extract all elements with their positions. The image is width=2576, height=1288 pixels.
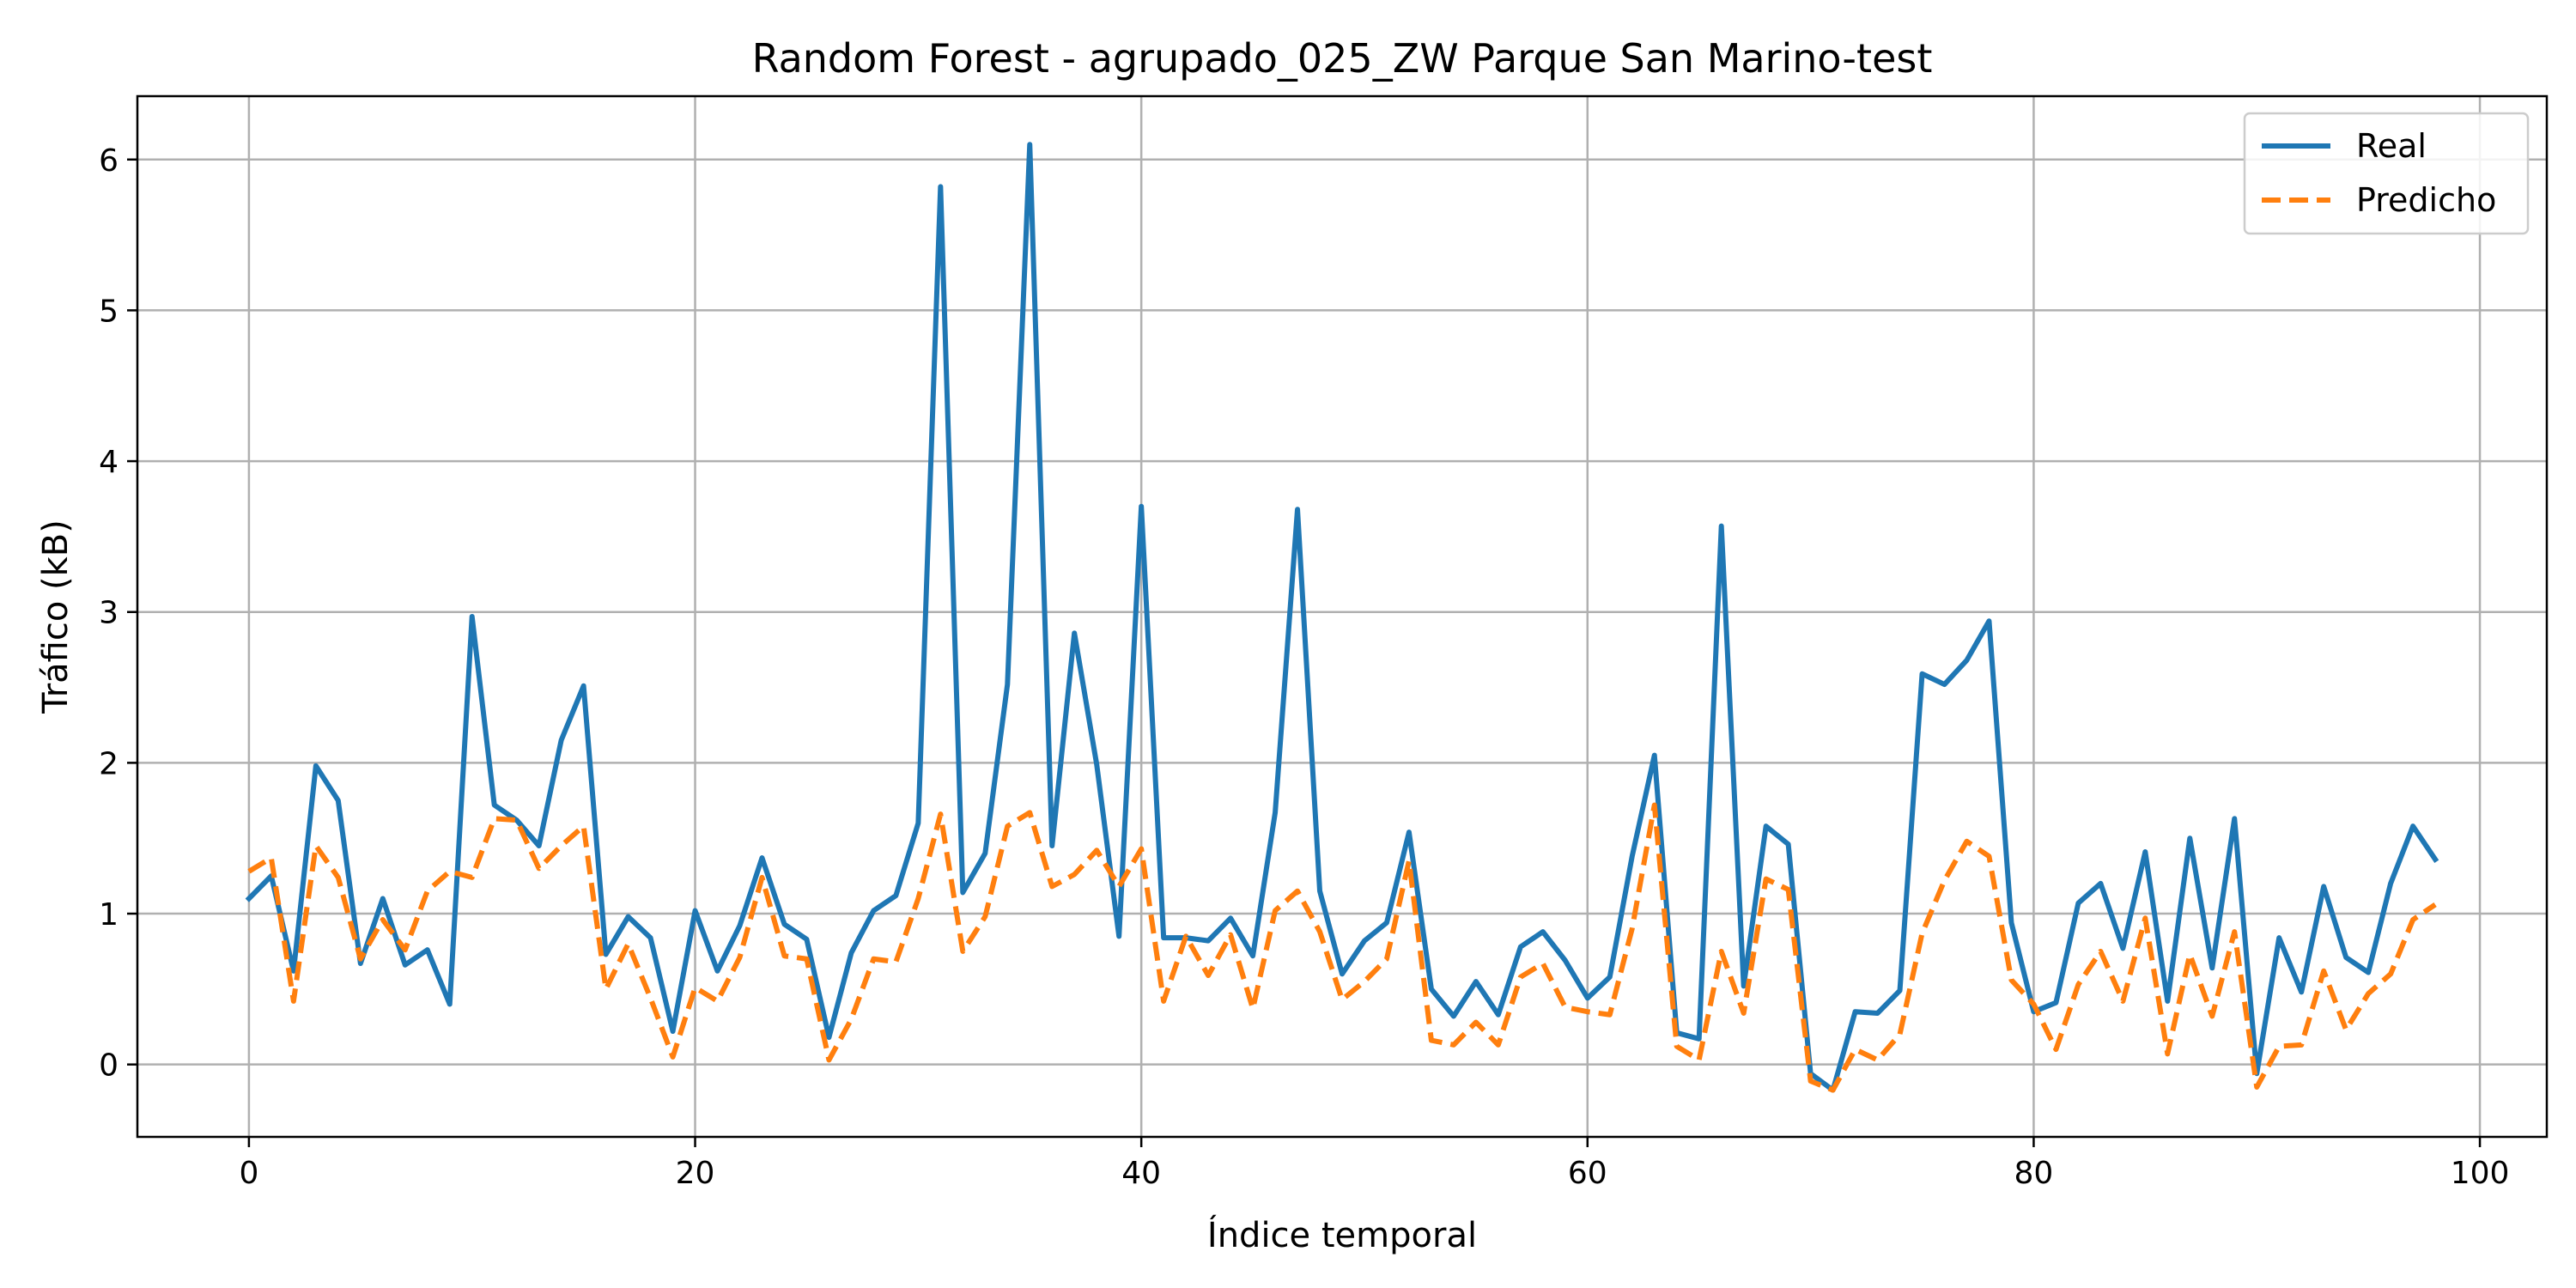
plot-frame	[136, 94, 2549, 1139]
x-axis-title: Índice temporal	[1207, 1214, 1477, 1255]
y-tick-label: 6	[99, 143, 118, 179]
x-tick-label: 0	[239, 1156, 258, 1191]
x-tick-label: 60	[1568, 1156, 1607, 1191]
chart-title: Random Forest - agrupado_025_ZW Parque S…	[752, 35, 1933, 82]
axes-ticks: 0 20 40 60 80 100 0 1 2 3 4 5 6	[99, 143, 2509, 1191]
legend-label-predicho: Predicho	[2356, 181, 2496, 219]
x-tick-label: 80	[2014, 1156, 2054, 1191]
y-axis-title: Tráfico (kB)	[36, 519, 76, 714]
legend: Real Predicho	[2243, 112, 2530, 235]
y-tick-label: 3	[99, 596, 118, 631]
x-tick-label: 40	[1121, 1156, 1161, 1191]
grid	[137, 96, 2547, 1137]
y-tick-label: 2	[99, 746, 118, 781]
x-tick-label: 20	[676, 1156, 715, 1191]
y-tick-label: 0	[99, 1048, 118, 1084]
y-tick-label: 4	[99, 445, 118, 480]
x-tick-label: 100	[2451, 1156, 2510, 1191]
y-tick-label: 1	[99, 897, 118, 933]
legend-label-real: Real	[2356, 127, 2427, 165]
series-line-real	[245, 142, 2439, 1093]
y-tick-label: 5	[99, 294, 118, 329]
series-line-predicho	[247, 802, 2437, 1093]
series-group	[245, 142, 2439, 1093]
